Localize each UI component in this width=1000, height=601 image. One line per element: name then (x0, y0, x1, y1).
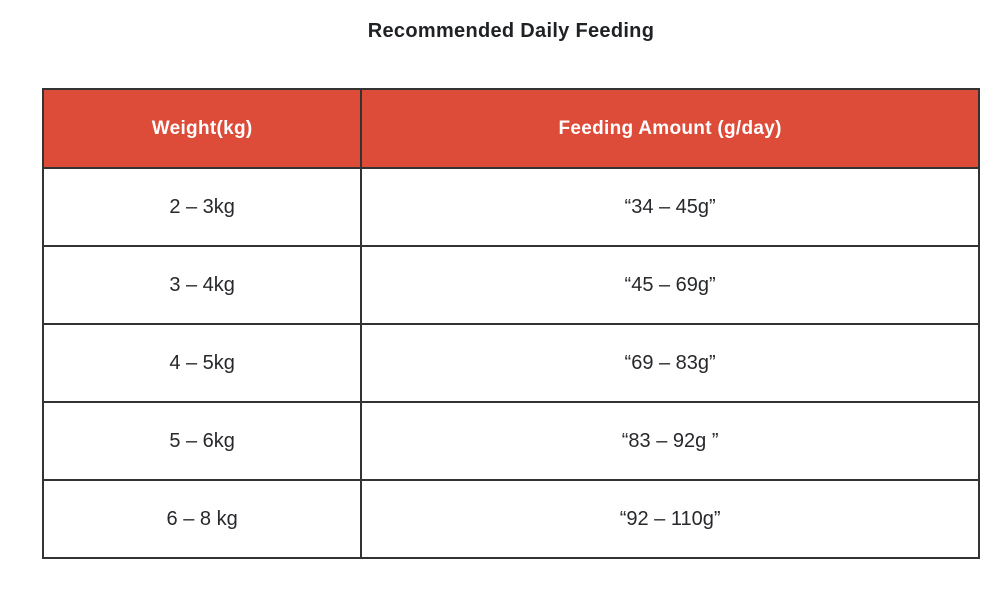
amount-cell: “34 – 45g” (360, 167, 980, 247)
content-area: Recommended Daily Feeding Weight(kg) Fee… (41, 0, 980, 559)
table-row: 3 – 4kg “45 – 69g” (41, 245, 980, 325)
table-row: 6 – 8 kg “92 – 110g” (41, 479, 980, 559)
weight-cell: 3 – 4kg (41, 245, 363, 325)
table-header-row: Weight(kg) Feeding Amount (g/day) (41, 88, 980, 169)
column-header-weight: Weight(kg) (41, 88, 363, 169)
amount-cell: “83 – 92g ” (360, 401, 980, 481)
weight-cell: 6 – 8 kg (41, 479, 363, 559)
amount-cell: “92 – 110g” (360, 479, 980, 559)
amount-cell: “45 – 69g” (360, 245, 980, 325)
page-title: Recommended Daily Feeding (367, 20, 655, 42)
weight-cell: 2 – 3kg (41, 167, 363, 247)
table-row: 4 – 5kg “69 – 83g” (41, 323, 980, 403)
column-header-feeding-amount: Feeding Amount (g/day) (360, 88, 980, 169)
table-row: 2 – 3kg “34 – 45g” (41, 167, 980, 247)
feeding-table: Weight(kg) Feeding Amount (g/day) 2 – 3k… (41, 88, 980, 559)
amount-cell: “69 – 83g” (360, 323, 980, 403)
weight-cell: 4 – 5kg (41, 323, 363, 403)
weight-cell: 5 – 6kg (41, 401, 363, 481)
table-row: 5 – 6kg “83 – 92g ” (41, 401, 980, 481)
